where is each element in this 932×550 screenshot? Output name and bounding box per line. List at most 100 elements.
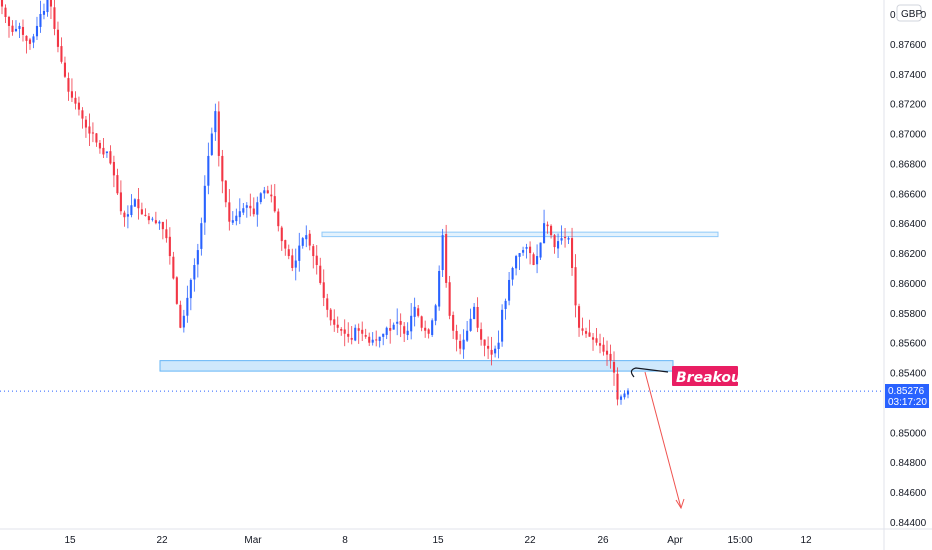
candle-body — [109, 151, 112, 164]
candle-body — [543, 223, 546, 244]
candle-body — [347, 333, 350, 337]
price-tick-label: 0.86000 — [890, 279, 927, 290]
candle-body — [378, 336, 381, 341]
candle-body — [11, 25, 14, 32]
candle-body — [210, 133, 213, 155]
candle-body — [494, 348, 497, 354]
breakout-label-bg — [672, 366, 738, 386]
candle-body — [266, 190, 269, 194]
candle-body — [294, 260, 297, 268]
candle-body — [511, 268, 514, 280]
candle-body — [231, 220, 234, 223]
time-tick-label: 22 — [156, 535, 168, 546]
price-tick-label: 0.86400 — [890, 219, 927, 230]
time-axis[interactable]: 15 22 Mar 8 15 22 26 Apr 15:00 12 — [64, 535, 812, 546]
candle-body — [375, 339, 378, 341]
candle-body — [196, 250, 199, 265]
candle-body — [501, 309, 504, 342]
candle-body — [536, 256, 539, 265]
currency-label: GBP — [901, 9, 922, 20]
candle-body — [217, 111, 220, 156]
candle-body — [469, 318, 472, 331]
candle-body — [574, 267, 577, 306]
candle-body — [63, 62, 66, 77]
candle-body — [53, 7, 56, 29]
time-tick-label: 26 — [597, 535, 609, 546]
candle-body — [490, 349, 493, 355]
candle-body — [91, 132, 94, 134]
candle-body — [14, 28, 18, 32]
candle-body — [189, 279, 192, 299]
candle-body — [67, 78, 70, 92]
candle-body — [427, 329, 430, 334]
candle-body — [46, 0, 49, 13]
price-tick-label: 0.85400 — [890, 369, 927, 380]
candle-body — [126, 214, 129, 217]
candle-body — [364, 335, 367, 337]
breakout-annotation[interactable]: Breakout — [630, 366, 749, 386]
projection-arrow[interactable] — [644, 371, 685, 510]
candle-body — [168, 236, 171, 257]
price-axis[interactable]: 0.878000.876000.874000.872000.870000.868… — [890, 10, 927, 529]
candle-body — [550, 225, 553, 236]
candle-body — [591, 337, 595, 340]
candle-body — [245, 205, 248, 208]
candle-body — [609, 353, 612, 361]
candle-body — [270, 194, 273, 197]
candle-body — [70, 91, 73, 98]
price-tick-label: 0.87000 — [890, 130, 927, 141]
candle-body — [322, 282, 325, 298]
candle-body — [252, 208, 255, 215]
candle-body — [420, 316, 423, 328]
candle-body — [21, 26, 25, 35]
candle-body — [259, 193, 262, 203]
candle-body — [584, 331, 588, 334]
candle-body — [539, 242, 542, 258]
resistance-zone[interactable] — [321, 231, 719, 238]
candle-body — [102, 147, 105, 155]
candle-body — [413, 306, 416, 317]
support-zone[interactable] — [159, 360, 674, 372]
candle-body — [623, 393, 626, 398]
currency-badge[interactable]: GBP — [896, 4, 922, 22]
candle-body — [39, 14, 42, 27]
candle-body — [392, 324, 395, 330]
price-tick-label: 0.85000 — [890, 428, 927, 439]
candle-body — [455, 330, 458, 340]
candle-body — [612, 362, 616, 373]
candle-body — [18, 25, 21, 29]
price-tick-label: 0.86600 — [890, 189, 927, 200]
candle-body — [7, 16, 11, 26]
candle-body — [434, 305, 437, 321]
candle-body — [301, 238, 304, 246]
price-tick-label: 0.84600 — [890, 488, 927, 499]
current-price-badge: 0.85276 03:17:20 — [885, 384, 929, 408]
price-tick-label: 0.84400 — [890, 518, 927, 529]
candle-body — [207, 155, 210, 186]
candle-body — [522, 250, 525, 253]
current-price-value: 0.85276 — [888, 386, 925, 397]
candle-body — [626, 390, 630, 395]
candle-body — [308, 233, 311, 246]
candle-body — [564, 236, 567, 239]
candle-body — [532, 254, 535, 266]
time-tick-label: 15:00 — [727, 535, 752, 546]
candle-body — [277, 211, 280, 227]
candle-body — [137, 199, 140, 209]
candle-body — [389, 327, 392, 331]
candle-body — [385, 327, 388, 335]
candle-body — [483, 339, 486, 346]
candle-body — [147, 216, 150, 221]
candle-body — [74, 97, 77, 104]
candle-body — [84, 119, 87, 128]
candle-body — [182, 315, 185, 328]
candle-body — [588, 332, 591, 337]
countdown-value: 03:17:20 — [888, 397, 927, 408]
candle-body — [340, 328, 343, 331]
candle-body — [361, 329, 364, 334]
candle-body — [333, 319, 336, 325]
candle-body — [329, 309, 332, 321]
candle-body — [179, 304, 182, 328]
candle-body — [273, 196, 276, 212]
